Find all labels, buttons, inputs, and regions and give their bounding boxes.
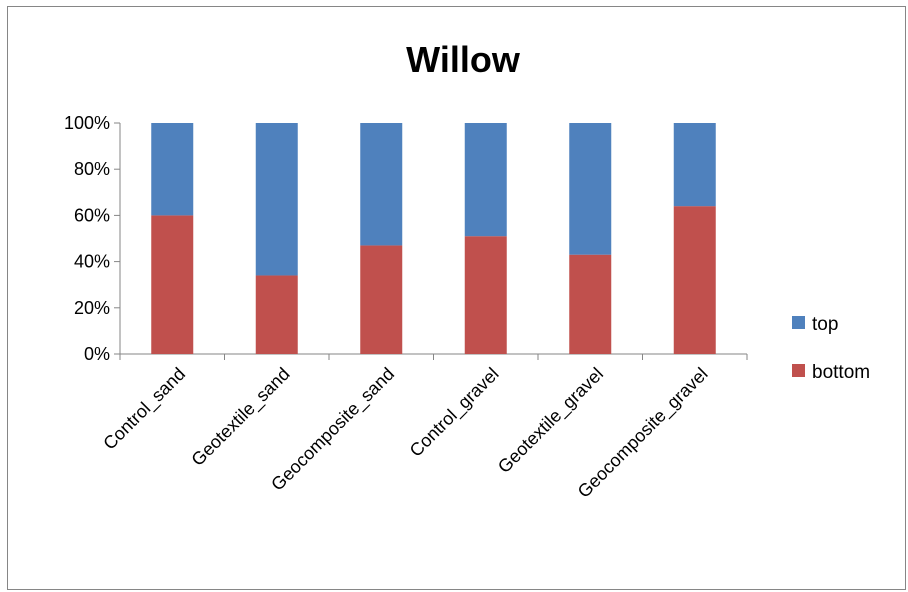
bar-bottom-control-gravel xyxy=(464,236,507,354)
x-tick-label: Control_sand xyxy=(99,364,190,455)
bar-top-geotextile-gravel xyxy=(569,123,612,255)
y-tick-label: 20% xyxy=(74,298,110,318)
x-tick-label: Geotextile_sand xyxy=(187,364,294,471)
bar-bottom-geotextile-sand xyxy=(255,275,298,354)
x-tick-label: Geotextile_gravel xyxy=(494,364,608,478)
y-tick-label: 40% xyxy=(74,252,110,272)
bar-bottom-geocomposite-gravel xyxy=(673,206,716,354)
legend-label-bottom: bottom xyxy=(812,362,870,383)
legend-label-top: top xyxy=(812,314,838,335)
y-tick-label: 100% xyxy=(64,113,110,133)
legend-swatch-bottom xyxy=(792,364,805,377)
bar-top-control-gravel xyxy=(464,123,507,237)
legend: top bottom xyxy=(792,314,870,383)
bar-top-geocomposite-sand xyxy=(360,123,403,246)
bar-bottom-control-sand xyxy=(151,215,194,354)
y-tick-label: 60% xyxy=(74,205,110,225)
plot-area: 0%20%40%60%80%100%Control_sandGeotextile… xyxy=(64,113,748,502)
bar-bottom-geotextile-gravel xyxy=(569,254,612,354)
bar-bottom-geocomposite-sand xyxy=(360,245,403,354)
bar-top-geocomposite-gravel xyxy=(673,123,716,207)
x-tick-label: Control_gravel xyxy=(406,364,504,462)
chart-title: Willow xyxy=(406,39,521,80)
legend-swatch-top xyxy=(792,316,805,329)
y-tick-label: 0% xyxy=(84,344,110,364)
bar-top-control-sand xyxy=(151,123,194,216)
y-tick-label: 80% xyxy=(74,159,110,179)
bar-top-geotextile-sand xyxy=(255,123,298,276)
